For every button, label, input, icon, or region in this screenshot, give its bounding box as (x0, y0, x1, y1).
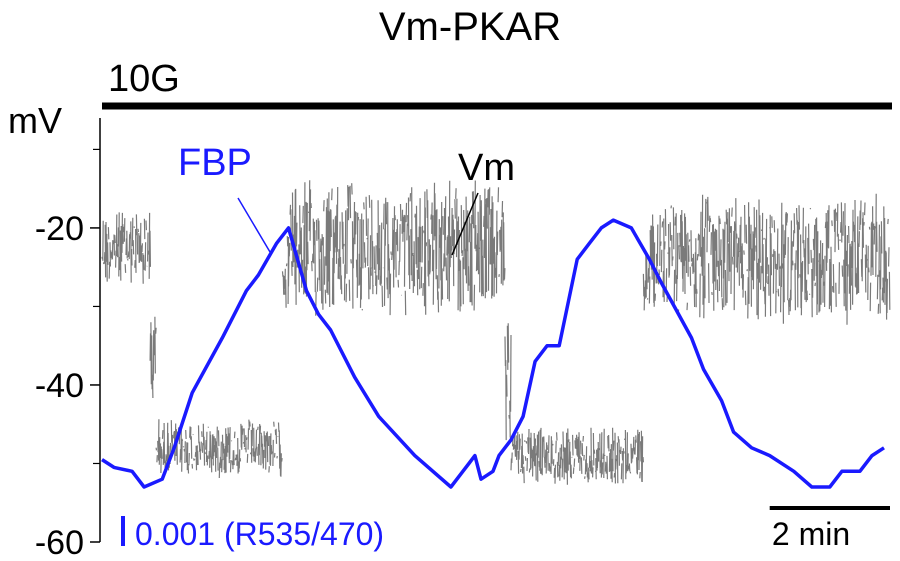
y-tick-labels: -60 -40 -20 (35, 210, 84, 561)
fbp-line (101, 218, 885, 489)
time-scale-label: 2 min (772, 516, 850, 552)
vm-leader-line (451, 192, 479, 256)
fbp-annotation: FBP (178, 142, 252, 184)
condition-label: 10G (108, 58, 180, 100)
fbp-leader-line (237, 197, 271, 253)
y-tick-label: -40 (35, 367, 84, 405)
vm-annotation: Vm (458, 147, 515, 189)
vm-trace (101, 180, 891, 485)
y-ticks (90, 148, 100, 543)
y-tick-label: -20 (35, 210, 84, 248)
vm-trace-path (101, 180, 891, 485)
fbp-scale-label: 0.001 (R535/470) (135, 516, 384, 552)
chart-title: Vm-PKAR (379, 5, 561, 49)
y-unit-label: mV (8, 100, 62, 141)
y-tick-label: -60 (35, 524, 84, 561)
